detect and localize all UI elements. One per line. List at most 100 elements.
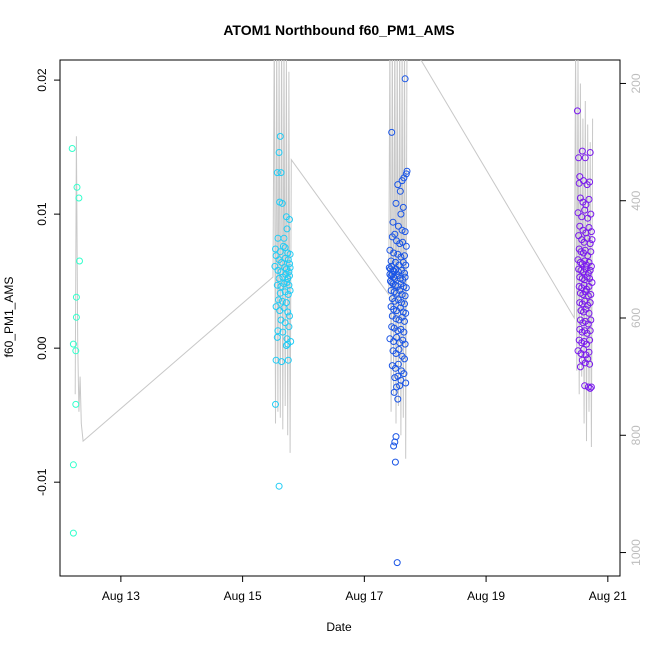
data-point — [275, 296, 282, 304]
data-point — [583, 234, 591, 242]
x-tick-label: Aug 21 — [589, 589, 627, 603]
data-point — [76, 257, 83, 265]
data-point — [396, 187, 404, 195]
scatter-points-layer — [68, 75, 596, 567]
data-point — [284, 308, 292, 316]
data-point — [72, 313, 80, 321]
data-point — [402, 242, 410, 250]
series-group — [68, 145, 83, 537]
data-point — [581, 206, 589, 214]
data-point — [399, 238, 407, 246]
data-point — [276, 289, 284, 297]
data-point — [398, 177, 406, 185]
data-point — [401, 300, 408, 308]
data-point — [576, 258, 584, 266]
data-point — [578, 147, 586, 155]
data-point — [68, 145, 76, 152]
data-point — [574, 209, 582, 217]
data-point — [387, 257, 395, 265]
data-point — [392, 199, 400, 207]
data-point — [397, 210, 405, 218]
data-point — [278, 199, 286, 207]
data-point — [586, 327, 594, 335]
data-point — [286, 216, 293, 223]
data-point — [586, 266, 594, 274]
data-point — [401, 75, 409, 83]
data-point — [69, 529, 77, 537]
data-point — [282, 342, 290, 349]
data-point — [401, 340, 409, 348]
data-point — [586, 240, 594, 248]
data-point — [394, 395, 402, 403]
data-point — [573, 107, 581, 115]
data-point — [75, 194, 83, 202]
data-point — [401, 292, 409, 300]
data-point — [281, 319, 289, 327]
data-point — [402, 309, 410, 317]
data-point — [282, 270, 290, 278]
data-point — [581, 257, 589, 265]
data-point — [576, 363, 584, 371]
data-point — [587, 262, 595, 270]
data-point — [275, 482, 283, 490]
data-point — [274, 327, 282, 335]
y-axis: -0.01 0.00 0.01 0.02 — [35, 68, 60, 496]
data-point — [275, 149, 283, 156]
y-tick-label: -0.01 — [35, 468, 49, 496]
data-point — [575, 154, 583, 162]
data-point — [286, 272, 293, 280]
data-point — [272, 400, 279, 408]
data-point — [586, 336, 594, 344]
data-point — [586, 178, 594, 186]
data-point — [585, 348, 593, 356]
data-point — [284, 291, 292, 298]
data-point — [585, 195, 593, 203]
data-point — [284, 356, 292, 364]
y2-tick-label: 400 — [629, 190, 643, 210]
data-point — [586, 299, 594, 307]
data-point — [581, 154, 589, 162]
data-point — [394, 360, 402, 368]
data-point — [279, 328, 287, 336]
y2-tick-label: 1000 — [629, 539, 643, 566]
data-point — [277, 169, 285, 177]
data-point — [279, 242, 287, 250]
data-point — [402, 261, 410, 269]
data-point — [587, 210, 595, 218]
data-point — [401, 317, 408, 325]
y-tick-label: 0.01 — [35, 202, 49, 226]
data-point — [278, 358, 286, 366]
data-point — [72, 293, 80, 301]
secondary-series-layer — [74, 60, 594, 459]
data-point — [388, 128, 396, 136]
data-point — [72, 347, 80, 355]
y-axis-label: f60_PM1_AMS — [2, 277, 16, 358]
data-point — [278, 258, 286, 266]
data-point — [587, 383, 595, 391]
data-point — [587, 316, 595, 324]
data-point — [390, 442, 398, 450]
data-point — [390, 388, 398, 396]
data-point — [576, 173, 584, 181]
data-point — [401, 252, 408, 260]
chart-title: ATOM1 Northbound f60_PM1_AMS — [223, 22, 454, 38]
data-point — [73, 183, 81, 191]
data-point — [69, 340, 77, 348]
data-point — [391, 438, 399, 446]
data-point — [393, 559, 401, 567]
data-point — [586, 360, 594, 368]
y2-tick-label: 800 — [629, 425, 643, 445]
secondary-series-line — [74, 60, 594, 459]
data-point — [284, 256, 292, 264]
data-point — [273, 281, 281, 289]
y-tick-label: 0.02 — [35, 68, 49, 92]
data-point — [390, 249, 398, 257]
data-point — [581, 382, 589, 390]
data-point — [587, 291, 595, 298]
data-point — [401, 273, 409, 281]
data-point — [393, 333, 401, 341]
data-point — [395, 346, 403, 353]
data-point — [402, 379, 410, 387]
plot-frame — [59, 59, 621, 577]
data-point — [388, 233, 396, 241]
